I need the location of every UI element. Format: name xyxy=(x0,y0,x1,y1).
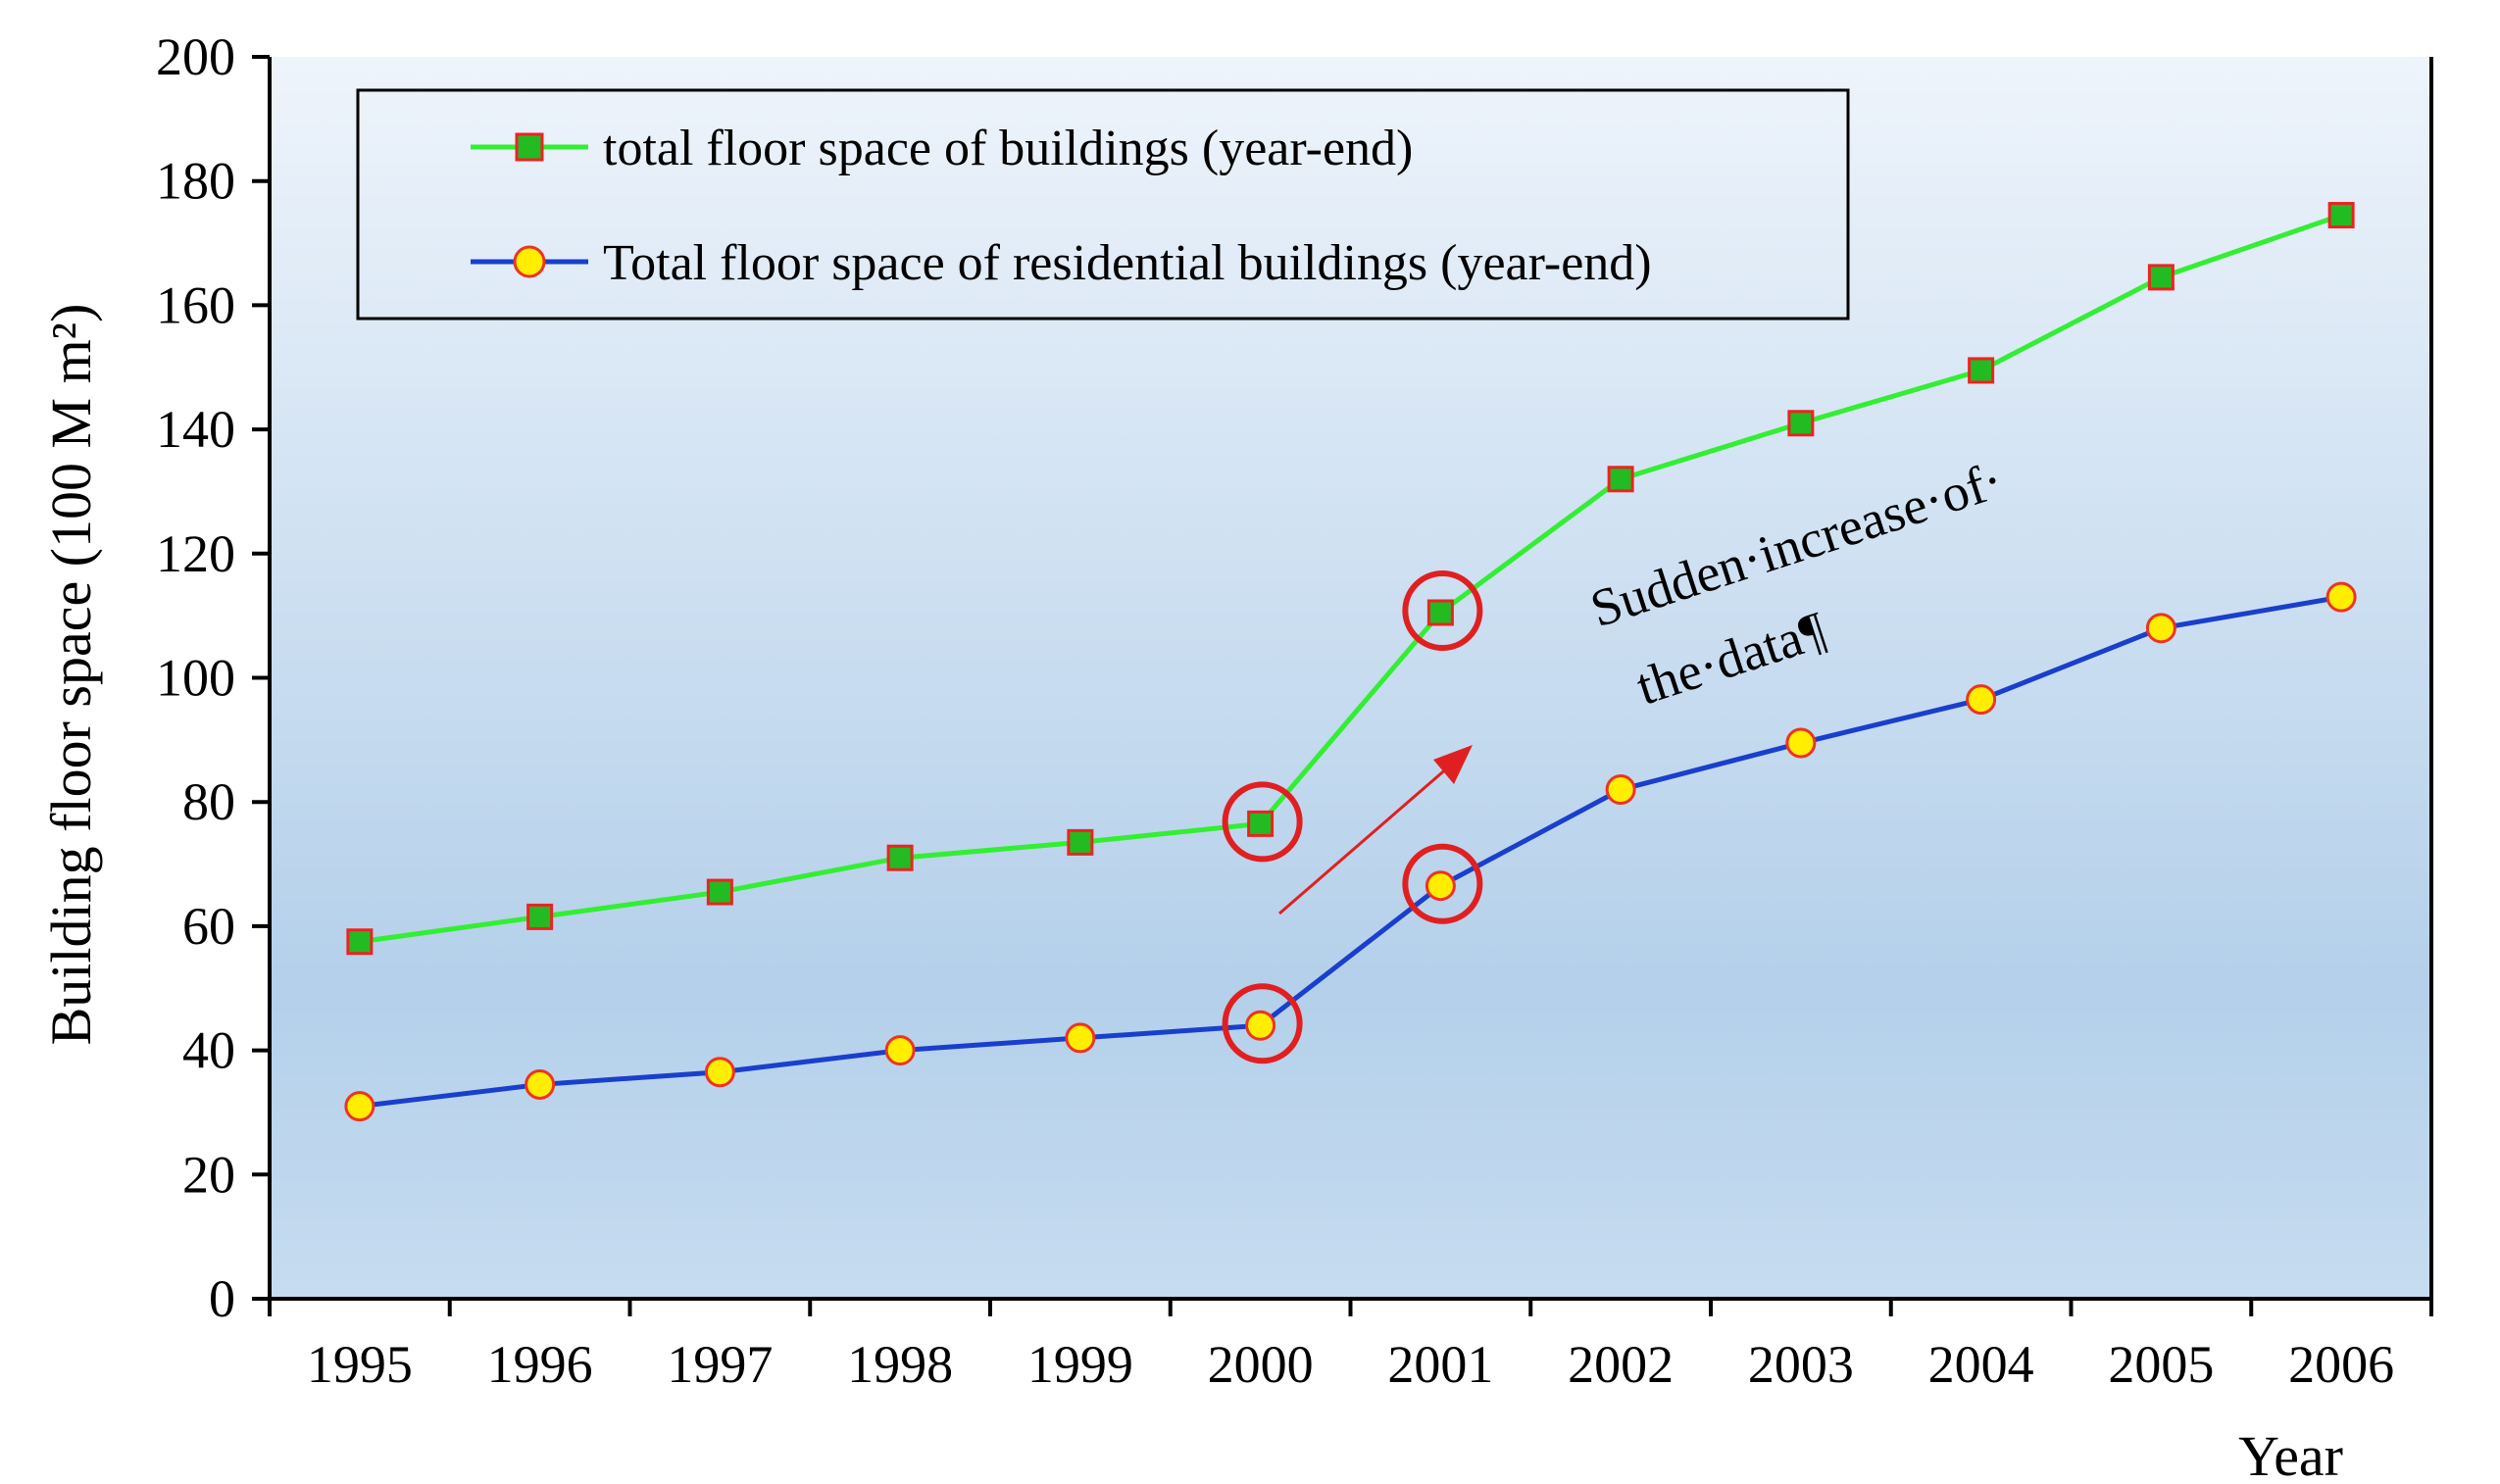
data-point-residential xyxy=(1425,870,1456,902)
y-tick-label: 140 xyxy=(156,400,235,459)
highlight-circle xyxy=(1222,781,1303,863)
highlight-circle xyxy=(1402,843,1483,924)
data-point-residential xyxy=(1245,1010,1276,1041)
arrow-line xyxy=(1278,765,1450,915)
data-point-residential xyxy=(704,1057,735,1088)
arrow-head xyxy=(1433,745,1473,784)
y-axis-title: Building floor space (100 M m²) xyxy=(39,304,103,1046)
series-lines xyxy=(359,213,2342,1110)
data-point-total xyxy=(2147,264,2175,291)
legend-label-total: total floor space of buildings (year-end… xyxy=(603,121,1413,176)
y-tick-label: 200 xyxy=(156,27,235,86)
series-line-total xyxy=(359,213,2342,945)
data-point-residential xyxy=(525,1068,556,1100)
y-tick-label: 40 xyxy=(182,1021,235,1080)
x-tick-label: 2001 xyxy=(1387,1335,1493,1394)
y-tick-label: 20 xyxy=(182,1145,235,1204)
increase-arrow xyxy=(1278,745,1473,915)
x-tick-label: 1995 xyxy=(307,1335,413,1394)
data-point-residential xyxy=(1785,727,1817,759)
y-tick-label: 160 xyxy=(156,275,235,334)
y-axis-ticks: 0 20 40 60 80 100 120 140 160 180 200 xyxy=(156,27,270,1328)
data-point-total xyxy=(886,844,914,871)
legend-label-residential: Total floor space of residential buildin… xyxy=(603,235,1652,291)
data-point-total xyxy=(1247,810,1275,837)
x-tick-label: 2003 xyxy=(1748,1335,1854,1394)
data-point-residential xyxy=(1605,774,1636,806)
data-point-residential xyxy=(1966,684,1997,716)
data-point-residential xyxy=(2325,581,2357,613)
data-point-residential xyxy=(2145,613,2176,644)
x-tick-label: 1999 xyxy=(1027,1335,1133,1394)
y-tick-label: 120 xyxy=(156,524,235,583)
x-tick-label: 1997 xyxy=(667,1335,773,1394)
y-tick-label: 80 xyxy=(182,772,235,831)
x-tick-label: 2005 xyxy=(2108,1335,2214,1394)
highlight-circle xyxy=(1222,983,1303,1064)
y-tick-label: 180 xyxy=(156,152,235,211)
legend-marker-residential xyxy=(513,245,546,278)
x-tick-label: 2002 xyxy=(1568,1335,1674,1394)
y-tick-label: 0 xyxy=(209,1269,235,1328)
series-markers xyxy=(344,202,2357,1122)
legend-box xyxy=(356,88,1850,321)
x-axis-ticks: 1995 1996 1997 1998 1999 2000 2001 2002 2003 2004… xyxy=(268,1299,2433,1394)
data-point-total xyxy=(1067,828,1094,856)
x-axis-title: Year xyxy=(2238,1424,2343,1484)
data-point-residential xyxy=(884,1035,916,1066)
data-point-total xyxy=(1787,410,1815,437)
data-point-total xyxy=(526,903,554,930)
data-point-total xyxy=(1607,466,1634,493)
data-point-total xyxy=(2327,202,2355,229)
highlight-circle xyxy=(1402,569,1483,651)
data-point-residential xyxy=(1065,1022,1096,1054)
data-point-total xyxy=(1426,599,1454,626)
plot-area xyxy=(270,57,2431,1299)
annotation-circles xyxy=(1222,569,1483,1064)
x-tick-label: 1998 xyxy=(847,1335,953,1394)
data-point-residential xyxy=(344,1091,375,1122)
y-tick-label: 60 xyxy=(182,897,235,956)
y-tick-label: 100 xyxy=(156,649,235,708)
x-tick-label: 2006 xyxy=(2288,1335,2394,1394)
data-point-total xyxy=(706,878,733,906)
legend: total floor space of buildings (year-end… xyxy=(356,88,1850,321)
data-point-total xyxy=(346,928,374,956)
series-line-residential xyxy=(359,594,2342,1110)
x-tick-label: 2004 xyxy=(1928,1335,2034,1394)
x-tick-label: 1996 xyxy=(487,1335,593,1394)
data-point-total xyxy=(1968,357,1995,384)
legend-marker-total xyxy=(515,132,544,162)
x-tick-label: 2000 xyxy=(1208,1335,1314,1394)
